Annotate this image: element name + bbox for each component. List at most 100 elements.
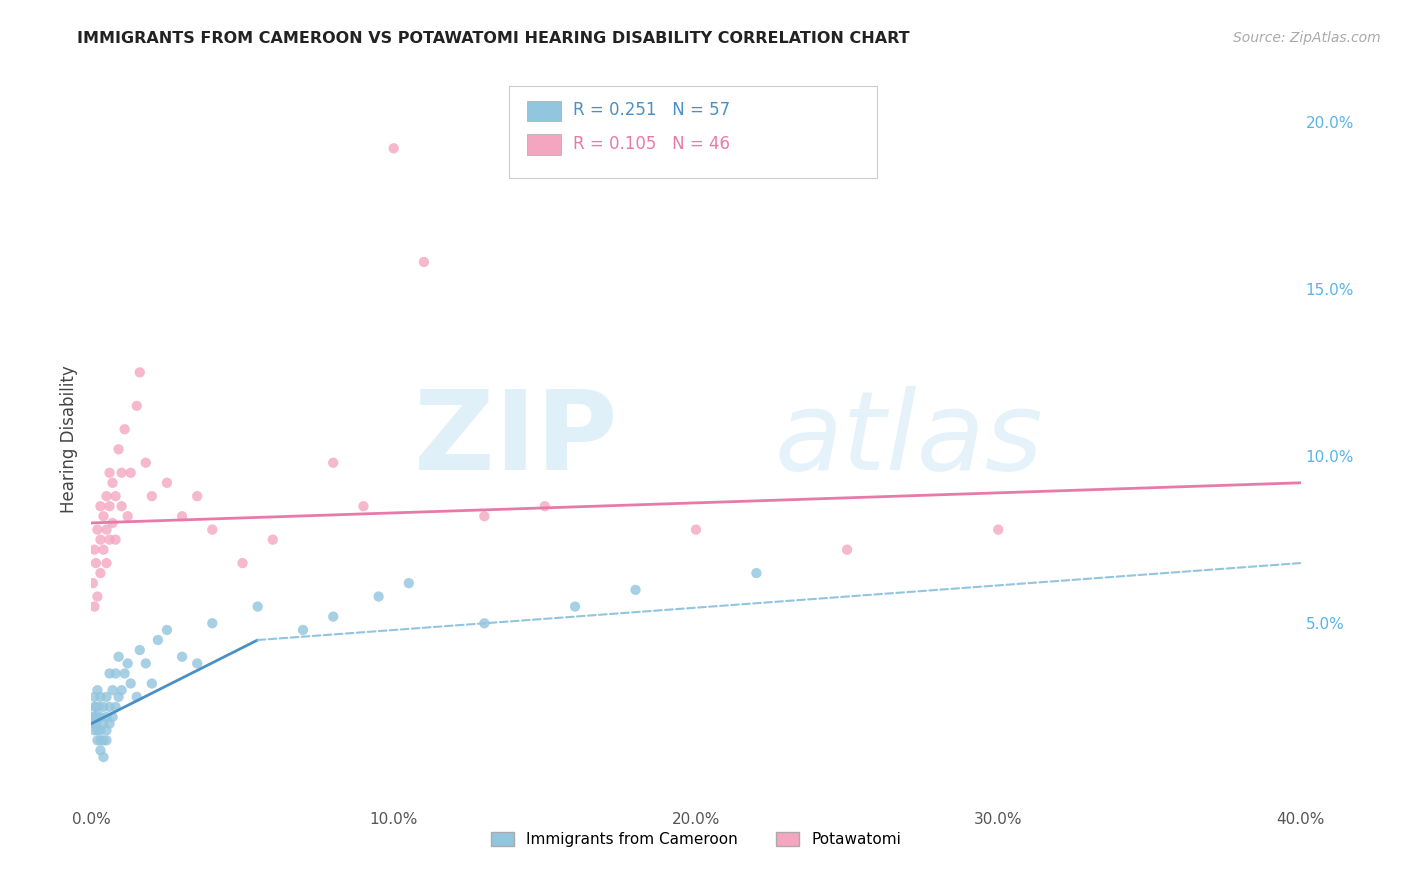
Point [96,489,118,503]
Point [86,733,108,747]
FancyBboxPatch shape [527,134,561,154]
Text: R = 0.251   N = 57: R = 0.251 N = 57 [572,102,730,120]
Point [156,475,179,490]
Point [292,623,315,637]
Point [111,466,132,480]
Point [104,666,127,681]
Point [111,683,132,698]
FancyBboxPatch shape [527,101,561,121]
Point [101,710,124,724]
Point [231,556,253,570]
Point [128,643,150,657]
Point [96,733,118,747]
Point [141,676,163,690]
Point [87,699,110,714]
Point [93,699,115,714]
Point [172,649,194,664]
Point [101,516,124,530]
Point [93,542,115,557]
Point [93,733,115,747]
Point [322,609,344,624]
Point [82,576,104,591]
Point [201,616,224,631]
FancyBboxPatch shape [509,87,877,178]
Point [93,509,115,524]
Point [89,533,111,547]
Point [89,710,111,724]
Point [367,590,389,604]
Point [624,582,647,597]
Point [835,542,858,557]
Point [93,750,115,764]
Point [107,690,129,704]
Point [172,509,194,524]
Point [987,523,1010,537]
Point [101,475,124,490]
Point [186,657,208,671]
Point [83,723,105,738]
Point [135,456,157,470]
Point [86,710,108,724]
Point [322,456,344,470]
Text: ZIP: ZIP [413,386,617,492]
Point [104,699,127,714]
Point [86,590,108,604]
Point [114,422,136,436]
Point [104,533,127,547]
Point [83,699,105,714]
Point [83,716,105,731]
Point [101,683,124,698]
Point [93,716,115,731]
Point [89,690,111,704]
Point [89,733,111,747]
Point [86,523,108,537]
Point [86,723,108,738]
Point [128,366,150,380]
Y-axis label: Hearing Disability: Hearing Disability [59,366,77,513]
Point [120,676,142,690]
Point [98,533,121,547]
Point [89,566,111,581]
Point [156,623,179,637]
Point [745,566,768,581]
Point [117,509,139,524]
Point [472,616,495,631]
Point [533,500,555,514]
Point [146,633,169,648]
Point [352,500,374,514]
Point [141,489,163,503]
Point [89,723,111,738]
Point [98,666,121,681]
Point [98,699,121,714]
Point [83,599,105,614]
Point [382,141,405,155]
Point [186,489,208,503]
Point [96,523,118,537]
Point [107,442,129,457]
Point [120,466,142,480]
Point [82,710,104,724]
Point [413,255,436,269]
Point [104,489,127,503]
Point [201,523,224,537]
Point [125,399,148,413]
Text: atlas: atlas [775,386,1043,492]
Point [96,556,118,570]
Point [83,710,105,724]
Point [96,690,118,704]
Point [84,556,107,570]
Text: Source: ZipAtlas.com: Source: ZipAtlas.com [1233,31,1381,45]
Point [96,723,118,738]
Point [89,500,111,514]
Point [83,690,105,704]
Point [685,523,707,537]
Point [84,699,107,714]
Point [125,690,148,704]
Point [398,576,420,591]
Point [135,657,157,671]
Point [89,743,111,757]
Point [83,542,105,557]
Point [98,716,121,731]
Point [472,509,495,524]
Point [107,649,129,664]
